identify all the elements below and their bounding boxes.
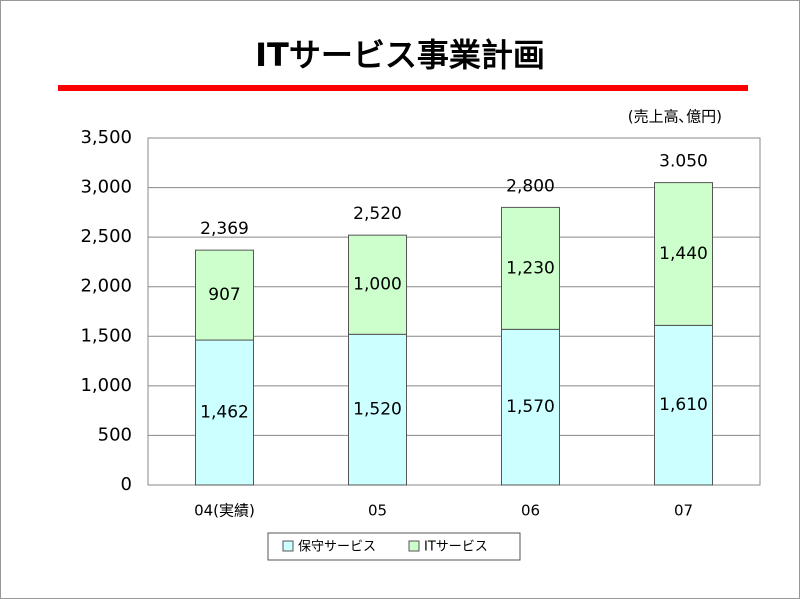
value-label: 1,462 [200, 403, 249, 423]
y-tick-label: 500 [98, 424, 132, 445]
bar-segment [501, 206, 560, 330]
total-label: 2,800 [506, 176, 555, 196]
total-label: 2,520 [353, 204, 402, 224]
bar-segment [195, 249, 254, 341]
bar-segment [195, 339, 254, 486]
x-tick-label: 05 [368, 502, 387, 520]
y-tick-label: 3,500 [80, 127, 132, 148]
total-label: 3.050 [659, 152, 708, 172]
value-label: 1,570 [506, 397, 555, 417]
legend-swatch [282, 540, 294, 552]
legend-swatch [408, 540, 420, 552]
y-tick-label: 2,500 [80, 226, 132, 247]
value-label: 1,230 [506, 258, 555, 278]
bar-segment [654, 324, 713, 486]
y-tick-label: 1,500 [80, 325, 132, 346]
total-label: 2,369 [200, 219, 249, 239]
legend-label: 保守サービス [298, 540, 376, 555]
x-tick-label: 06 [521, 502, 540, 520]
y-tick-label: 0 [121, 474, 132, 495]
unit-note: (売上高､億円) [628, 108, 722, 126]
value-label: 1,440 [659, 244, 708, 264]
y-tick-label: 2,000 [80, 276, 132, 297]
legend-box [267, 532, 521, 561]
x-tick-label: 07 [674, 502, 693, 520]
bar-segment [348, 234, 407, 335]
value-label: 907 [208, 285, 240, 305]
legend-label: ITサービス [424, 540, 488, 555]
chart-title: ITサービス事業計画 [255, 36, 545, 74]
bar-segment [654, 182, 713, 326]
value-label: 1,520 [353, 400, 402, 420]
value-label: 1,610 [659, 395, 708, 415]
y-tick-label: 3,000 [80, 177, 132, 198]
title-rule [58, 85, 748, 91]
y-tick-label: 1,000 [80, 375, 132, 396]
x-tick-label: 04(実績) [194, 502, 255, 520]
value-label: 1,000 [353, 275, 402, 295]
bar-segment [348, 333, 407, 486]
